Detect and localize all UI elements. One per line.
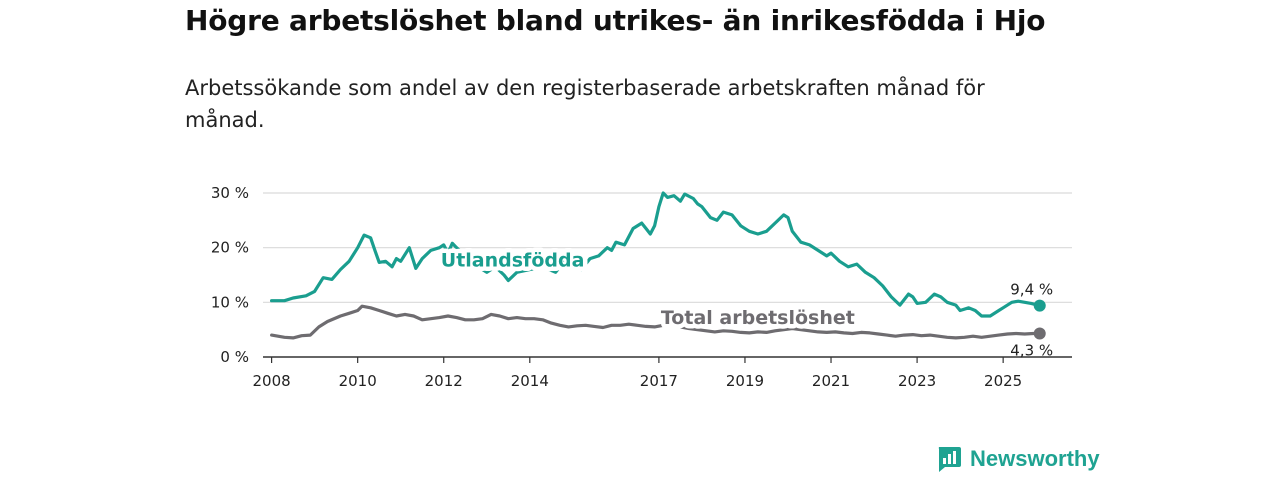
series-end-label: 4,3 %	[1010, 341, 1053, 359]
x-tick-label: 2008	[253, 372, 291, 390]
y-tick-label: 10 %	[211, 293, 249, 311]
x-tick-label: 2012	[425, 372, 463, 390]
series-name-label: Total arbetslöshet	[661, 307, 855, 329]
y-tick-label: 0 %	[220, 348, 249, 366]
series-end-label: 9,4 %	[1010, 281, 1053, 299]
x-tick-label: 2017	[640, 372, 678, 390]
chart-subtitle: Arbetssökande som andel av den registerb…	[185, 76, 985, 132]
chart-title: Högre arbetslöshet bland utrikes- än inr…	[185, 4, 1046, 37]
series-line	[270, 191, 1042, 318]
series-name-label: Utlandsfödda	[441, 249, 585, 271]
series-lines	[270, 191, 1046, 340]
x-tick-label: 2023	[898, 372, 936, 390]
line-chart: 0 % 10 % 20 % 30 % 2008 2010 2012 2014 2017 2019…	[211, 184, 1072, 390]
x-tick-label: 2014	[511, 372, 549, 390]
y-tick-label: 20 %	[211, 239, 249, 257]
x-tick-label: 2019	[726, 372, 764, 390]
series-line	[270, 304, 1042, 340]
newsworthy-chart-icon	[938, 447, 961, 472]
newsworthy-logo[interactable]: Newsworthy	[936, 446, 1100, 472]
series-labels: 9,4 % 4,3 % Utlandsfödda Total arbetslöshet	[436, 245, 1053, 360]
x-tick-label: 2021	[812, 372, 850, 390]
y-tick-label: 30 %	[211, 184, 249, 202]
y-axis-ticks: 0 % 10 % 20 % 30 %	[211, 184, 249, 366]
brand-name: Newsworthy	[970, 446, 1100, 471]
gridlines	[263, 192, 1072, 303]
x-tick-label: 2010	[339, 372, 377, 390]
series-end-point	[1033, 327, 1046, 340]
x-axis: 2008 2010 2012 2014 2017 2019 2021 2023 2025	[253, 356, 1072, 390]
series-end-point	[1033, 299, 1046, 312]
x-tick-label: 2025	[984, 372, 1022, 390]
